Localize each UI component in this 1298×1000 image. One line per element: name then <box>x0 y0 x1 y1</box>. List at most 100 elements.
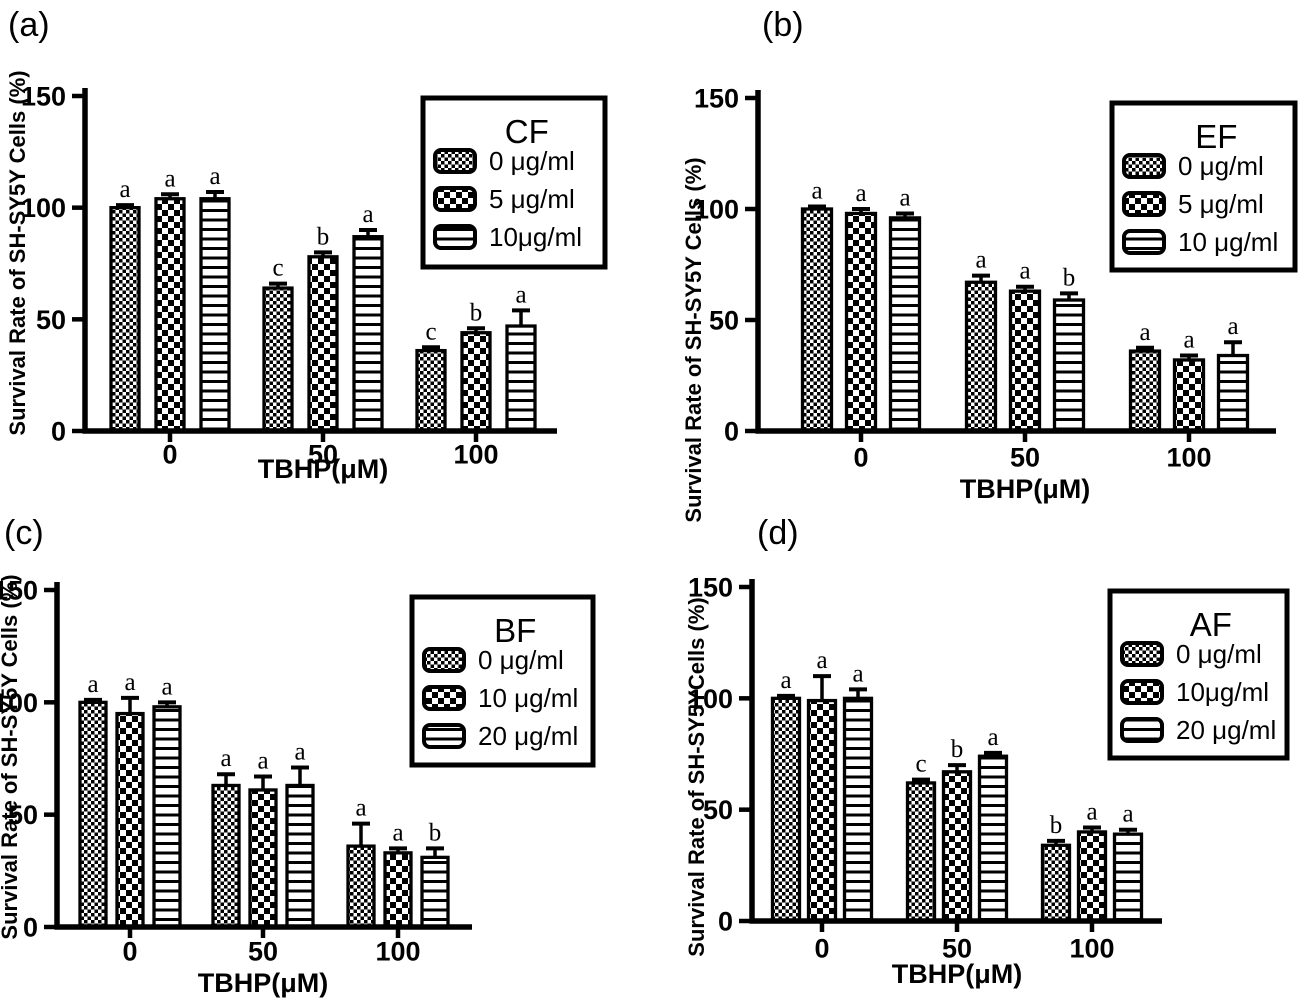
bar <box>1052 298 1086 433</box>
sig-letter: c <box>272 255 283 282</box>
bar <box>248 788 278 929</box>
legend-label: 20 μg/ml <box>1176 715 1276 745</box>
sig-letter: a <box>362 201 373 228</box>
bar <box>1040 843 1072 923</box>
sig-letter: a <box>855 180 866 207</box>
panel-c: (c)Survival Rate of SH-SY5Y Cells (%)aaa… <box>0 514 596 998</box>
x-tick-label: 0 <box>853 442 868 472</box>
legend-label: 0 μg/ml <box>1178 151 1264 181</box>
sig-letter: a <box>811 178 822 205</box>
series-2: aba <box>806 647 1108 923</box>
sig-letter: b <box>1063 264 1076 291</box>
bar <box>460 331 492 433</box>
bar <box>1216 353 1250 433</box>
sig-letter: a <box>87 671 98 698</box>
y-axis-title: Survival Rate of SH-SY5Y Cells (%) <box>681 157 706 522</box>
bar <box>285 783 315 929</box>
bar <box>964 280 998 433</box>
bar <box>420 855 450 929</box>
bar <box>1172 358 1206 433</box>
legend-label: 0 μg/ml <box>1176 639 1262 669</box>
sig-letter: a <box>515 281 526 308</box>
bar <box>307 255 339 433</box>
sig-letter: a <box>1183 327 1194 354</box>
y-tick-label: 50 <box>8 800 38 830</box>
sig-letter: a <box>257 747 268 774</box>
x-tick-label: 100 <box>453 439 498 469</box>
y-tick-label: 150 <box>0 575 38 605</box>
x-axis-title: TBHP(μM) <box>960 474 1091 504</box>
series-3: aaa <box>842 660 1144 923</box>
sig-letter: a <box>119 176 130 203</box>
panel-letter-c: (c) <box>4 514 44 552</box>
sig-letter: b <box>317 223 330 250</box>
sig-letter: a <box>1086 798 1097 825</box>
x-tick-label: 50 <box>248 936 278 966</box>
sig-letter: a <box>1019 258 1030 285</box>
y-axis-title: Survival Rate of SH-SY5Y Cells (%) <box>5 70 30 435</box>
bar <box>109 206 141 433</box>
bar <box>888 216 922 433</box>
legend-swatch-coarse-check <box>433 186 477 212</box>
panel-d: (d)Survival Rate of SH-SY5YCells (%) acba… <box>684 514 1290 989</box>
bar <box>262 286 294 433</box>
bar <box>154 197 186 433</box>
y-tick-label: 150 <box>694 83 739 113</box>
sig-letter: a <box>124 669 135 696</box>
bar <box>905 781 937 923</box>
y-tick-label: 100 <box>688 684 733 714</box>
legend-label: 10μg/ml <box>489 222 582 252</box>
bar <box>1076 830 1108 923</box>
bar <box>352 235 384 433</box>
sig-letter: a <box>1227 313 1238 340</box>
sig-letter: a <box>852 660 863 687</box>
bar <box>1128 349 1162 433</box>
y-tick-label: 50 <box>703 795 733 825</box>
panel-letter-d: (d) <box>757 514 799 552</box>
x-tick-label: 50 <box>308 439 338 469</box>
legend-a: CF0 μg/ml 5 μg/ml 10μg/ml <box>420 95 608 270</box>
legend-swatch-coarse-check <box>422 685 466 711</box>
legend-swatch-h-lines <box>1122 229 1166 255</box>
bar <box>800 207 834 433</box>
bar <box>1008 289 1042 433</box>
bar <box>941 770 973 923</box>
sig-letter: a <box>392 819 403 846</box>
legend-title: EF <box>1195 118 1237 155</box>
sig-letter: a <box>1139 319 1150 346</box>
x-tick-label: 50 <box>942 933 972 963</box>
series-3: aab <box>152 673 450 929</box>
sig-letter: b <box>429 819 442 846</box>
bar <box>415 348 447 433</box>
panel-letter-a: (a) <box>8 6 50 44</box>
legend-swatch-h-lines <box>422 723 466 749</box>
legend-label: 20 μg/ml <box>478 721 578 751</box>
legend-label: 10 μg/ml <box>478 683 578 713</box>
legend-title: CF <box>505 113 549 150</box>
x-tick-label: 0 <box>122 936 137 966</box>
sig-letter: a <box>355 795 366 822</box>
legend-title: AF <box>1190 606 1232 643</box>
x-axis-title: TBHP(μM) <box>892 959 1023 989</box>
series-1: aaa <box>78 671 376 929</box>
y-tick-label: 0 <box>724 416 739 446</box>
bar <box>199 197 231 433</box>
bar <box>346 844 376 929</box>
legend-swatch-coarse-check <box>1120 679 1164 705</box>
sig-letter: c <box>915 751 926 778</box>
sig-letter: b <box>470 299 483 326</box>
x-tick-label: 50 <box>1010 442 1040 472</box>
panel-letter-b: (b) <box>762 6 804 44</box>
sig-letter: a <box>1122 801 1133 828</box>
y-tick-label: 50 <box>36 305 66 335</box>
sig-letter: a <box>780 667 791 694</box>
y-tick-label: 0 <box>718 906 733 936</box>
x-axis-title: TBHP(μM) <box>258 454 389 484</box>
bar <box>844 211 878 433</box>
bar <box>505 324 537 433</box>
sig-letter: c <box>425 318 436 345</box>
series-1: a a a <box>800 178 1162 433</box>
legend-d: AF0 μg/ml 10μg/ml 20 μg/ml <box>1107 588 1290 761</box>
